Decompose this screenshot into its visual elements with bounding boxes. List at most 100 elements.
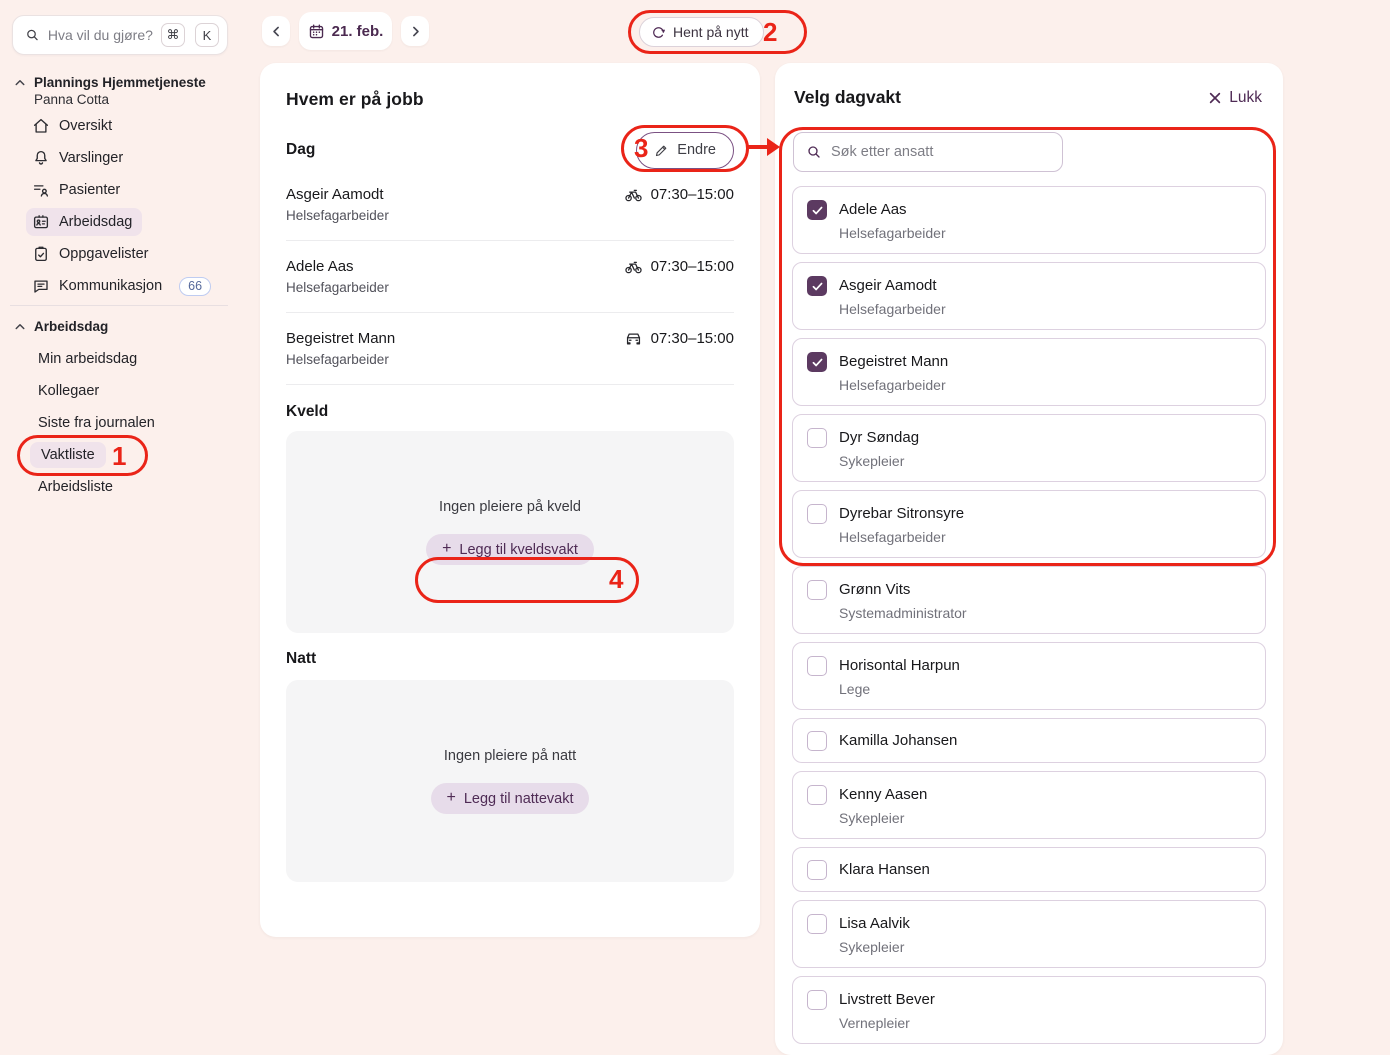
checkbox[interactable] bbox=[807, 990, 827, 1010]
sidebar-item-siste-fra-journalen[interactable]: Siste fra journalen bbox=[0, 407, 260, 439]
checkbox[interactable] bbox=[807, 352, 827, 372]
employee-name: Begeistret Mann bbox=[839, 353, 949, 370]
employee-name: Livstrett Bever bbox=[839, 991, 935, 1008]
employee-checkbox-item[interactable]: Begeistret Mann Helsefagarbeider bbox=[792, 338, 1266, 406]
select-day-shift-panel: Velg dagvakt Lukk Søk etter ansatt Adele… bbox=[775, 63, 1283, 1055]
unread-count-badge: 66 bbox=[179, 276, 212, 296]
chevron-up-icon bbox=[14, 77, 26, 108]
team-subtitle: Panna Cotta bbox=[34, 92, 110, 107]
card-title: Hvem er på jobb bbox=[286, 89, 424, 109]
previous-day-button[interactable] bbox=[262, 16, 290, 46]
sidebar-item-varslinger[interactable]: Varslinger bbox=[0, 142, 260, 174]
employee-name: Klara Hansen bbox=[839, 861, 930, 878]
checkbox[interactable] bbox=[807, 200, 827, 220]
employee-checkbox-item[interactable]: Klara Hansen bbox=[792, 847, 1266, 892]
shift-time: 07:30–15:00 bbox=[650, 330, 734, 347]
employee-role: Helsefagarbeider bbox=[286, 208, 389, 223]
sidebar-item-arbeidsdag[interactable]: Arbeidsdag bbox=[0, 206, 260, 238]
employee-search-input[interactable]: Søk etter ansatt bbox=[793, 132, 1063, 172]
date-picker-button[interactable]: 21. feb. bbox=[299, 12, 392, 50]
chevron-left-icon bbox=[272, 26, 279, 36]
home-icon bbox=[32, 117, 50, 135]
checkbox[interactable] bbox=[807, 914, 827, 934]
employee-name: Asgeir Aamodt bbox=[839, 277, 937, 294]
checkbox[interactable] bbox=[807, 860, 827, 880]
employee-name: Kenny Aasen bbox=[839, 786, 928, 803]
employee-checkbox-item[interactable]: Dyrebar Sitronsyre Helsefagarbeider bbox=[792, 490, 1266, 558]
global-search-input[interactable]: Hva vil du gjøre? ⌘ K bbox=[12, 15, 228, 55]
employee-role: Helsefagarbeider bbox=[839, 529, 946, 545]
employee-checkbox-item[interactable]: Horisontal Harpun Lege bbox=[792, 642, 1266, 710]
cmd-keycap: ⌘ bbox=[160, 23, 185, 47]
checkbox[interactable] bbox=[807, 276, 827, 296]
employee-name: Dyr Søndag bbox=[839, 429, 920, 446]
patients-icon bbox=[32, 181, 50, 199]
night-section-label: Natt bbox=[286, 650, 317, 667]
employee-shift-row: Adele Aas Helsefagarbeider 07:30–15:00 bbox=[286, 241, 734, 313]
employee-role: Sykepleier bbox=[839, 453, 905, 469]
employee-checkbox-item[interactable]: Grønn Vits Systemadministrator bbox=[792, 566, 1266, 634]
checkbox[interactable] bbox=[807, 504, 827, 524]
employee-checkbox-item[interactable]: Adele Aas Helsefagarbeider bbox=[792, 186, 1266, 254]
sidebar-item-label: Oversikt bbox=[59, 118, 113, 134]
calendar-icon bbox=[309, 23, 323, 38]
add-night-label: Legg til nattevakt bbox=[463, 790, 574, 807]
sidebar-item-label: Arbeidsdag bbox=[59, 214, 133, 230]
panel-title: Velg dagvakt bbox=[794, 87, 901, 107]
employee-checkbox-item[interactable]: Dyr Søndag Sykepleier bbox=[792, 414, 1266, 482]
next-day-button[interactable] bbox=[401, 16, 429, 46]
search-placeholder: Hva vil du gjøre? bbox=[47, 27, 153, 43]
who-is-at-work-card: Hvem er på jobb Dag Endre Asgeir Aamodt … bbox=[260, 63, 760, 937]
sidebar-item-arbeidsliste[interactable]: Arbeidsliste bbox=[0, 471, 260, 503]
search-icon bbox=[27, 29, 38, 41]
employee-checkbox-item[interactable]: Kamilla Johansen bbox=[792, 718, 1266, 763]
checkbox[interactable] bbox=[807, 656, 827, 676]
search-icon bbox=[806, 144, 822, 160]
checkmark-icon bbox=[812, 282, 822, 290]
employee-name: Dyrebar Sitronsyre bbox=[839, 505, 965, 522]
sidebar: Hva vil du gjøre? ⌘ K Plannings Hjemmetj… bbox=[0, 0, 260, 1055]
sidebar-item-label: Kollegaer bbox=[38, 383, 100, 399]
edit-day-shift-button[interactable]: Endre bbox=[636, 131, 734, 169]
checkbox[interactable] bbox=[807, 785, 827, 805]
clipboard-check-icon bbox=[32, 245, 50, 263]
add-night-shift-button[interactable]: + Legg til nattevakt bbox=[430, 783, 590, 814]
checkmark-icon bbox=[812, 206, 822, 214]
employee-name: Begeistret Mann bbox=[286, 330, 396, 347]
employee-name: Adele Aas bbox=[286, 258, 354, 275]
sidebar-item-pasienter[interactable]: Pasienter bbox=[0, 174, 260, 206]
sidebar-item-oppgavelister[interactable]: Oppgavelister bbox=[0, 238, 260, 270]
bell-icon bbox=[32, 149, 50, 167]
evening-empty-state: Ingen pleiere på kveld + Legg til kvelds… bbox=[286, 431, 734, 633]
sidebar-item-label: Varslinger bbox=[59, 150, 124, 166]
employee-name: Grønn Vits bbox=[839, 581, 911, 598]
employee-role: Helsefagarbeider bbox=[839, 377, 946, 393]
sidebar-item-kommunikasjon[interactable]: Kommunikasjon 66 bbox=[0, 270, 260, 302]
employee-checkbox-item[interactable]: Asgeir Aamodt Helsefagarbeider bbox=[792, 262, 1266, 330]
section-title: Arbeidsdag bbox=[34, 319, 109, 334]
employee-role: Systemadministrator bbox=[839, 605, 967, 621]
checkbox[interactable] bbox=[807, 731, 827, 751]
team-switcher[interactable]: Plannings Hjemmetjeneste Panna Cotta bbox=[14, 74, 206, 108]
employee-checkbox-item[interactable]: Livstrett Bever Vernepleier bbox=[792, 976, 1266, 1044]
sidebar-item-min-arbeidsdag[interactable]: Min arbeidsdag bbox=[0, 343, 260, 375]
employee-checkbox-item[interactable]: Kenny Aasen Sykepleier bbox=[792, 771, 1266, 839]
add-evening-shift-button[interactable]: + Legg til kveldsvakt bbox=[426, 534, 594, 565]
arbeidsdag-section-header[interactable]: Arbeidsdag bbox=[14, 319, 108, 334]
evening-empty-text: Ingen pleiere på kveld bbox=[439, 499, 581, 515]
sidebar-item-vaktliste[interactable]: Vaktliste bbox=[0, 439, 260, 471]
employee-name: Horisontal Harpun bbox=[839, 657, 960, 674]
bicycle-icon bbox=[624, 185, 643, 204]
refresh-icon bbox=[651, 25, 666, 40]
close-panel-button[interactable]: Lukk bbox=[1208, 89, 1262, 107]
sidebar-item-kollegaer[interactable]: Kollegaer bbox=[0, 375, 260, 407]
sidebar-item-label: Oppgavelister bbox=[59, 246, 149, 262]
employee-shift-row: Asgeir Aamodt Helsefagarbeider 07:30–15:… bbox=[286, 169, 734, 241]
checkbox[interactable] bbox=[807, 428, 827, 448]
checkbox[interactable] bbox=[807, 580, 827, 600]
employee-checkbox-item[interactable]: Lisa Aalvik Sykepleier bbox=[792, 900, 1266, 968]
sidebar-item-oversikt[interactable]: Oversikt bbox=[0, 110, 260, 142]
checkmark-icon bbox=[812, 358, 822, 366]
sidebar-divider bbox=[10, 305, 228, 306]
refresh-button[interactable]: Hent på nytt bbox=[639, 17, 764, 47]
